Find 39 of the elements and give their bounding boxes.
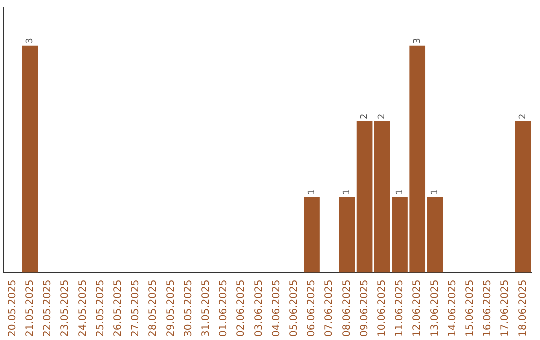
x-tick-label: 08.06.2025 <box>342 280 353 338</box>
data-label: 1 <box>430 189 441 196</box>
x-tick-label: 10.06.2025 <box>376 280 388 338</box>
x-tick-label: 03.06.2025 <box>254 280 265 338</box>
x-tick-label: 17.06.2025 <box>500 280 512 338</box>
x-tick-label: 22.05.2025 <box>42 280 54 338</box>
data-label: 1 <box>395 189 406 196</box>
x-tick-label: 09.06.2025 <box>359 280 370 338</box>
data-label: 1 <box>307 189 318 196</box>
data-label: 2 <box>518 114 529 120</box>
data-label: 1 <box>342 189 353 196</box>
x-tick-label: 26.05.2025 <box>112 280 124 338</box>
x-tick-label: 04.06.2025 <box>271 280 282 338</box>
x-tick-label: 05.06.2025 <box>288 280 300 338</box>
x-tick-label: 25.05.2025 <box>95 280 106 338</box>
x-tick-label: 01.06.2025 <box>218 280 230 338</box>
x-tick-label: 18.06.2025 <box>518 280 529 338</box>
x-tick-label: 30.05.2025 <box>183 280 194 338</box>
x-tick-label: 13.06.2025 <box>430 280 441 338</box>
x-tick-label: 23.05.2025 <box>60 280 72 338</box>
x-tick-label: 24.05.2025 <box>78 280 89 338</box>
data-label: 3 <box>412 38 423 44</box>
x-tick-label: 12.06.2025 <box>412 280 424 338</box>
x-tick-label: 31.05.2025 <box>200 280 212 338</box>
x-tick-label: 11.06.2025 <box>394 280 406 338</box>
x-tick-label: 27.05.2025 <box>130 280 142 338</box>
x-tick-label: 29.05.2025 <box>166 280 177 338</box>
x-tick-label: 14.06.2025 <box>447 280 458 338</box>
x-tick-label: 16.06.2025 <box>482 280 494 338</box>
data-label: 3 <box>26 38 36 44</box>
x-tick-label: 28.05.2025 <box>148 280 160 338</box>
data-label: 2 <box>360 114 370 120</box>
x-tick-label: 20.05.2025 <box>7 280 18 338</box>
x-tick-label: 06.06.2025 <box>306 280 318 338</box>
x-tick-label: 15.06.2025 <box>464 280 476 338</box>
data-label: 2 <box>378 114 388 120</box>
x-tick-label: 21.05.2025 <box>24 280 36 338</box>
x-tick-label: 02.06.2025 <box>236 280 248 338</box>
x-tick-label: 07.06.2025 <box>324 280 336 338</box>
